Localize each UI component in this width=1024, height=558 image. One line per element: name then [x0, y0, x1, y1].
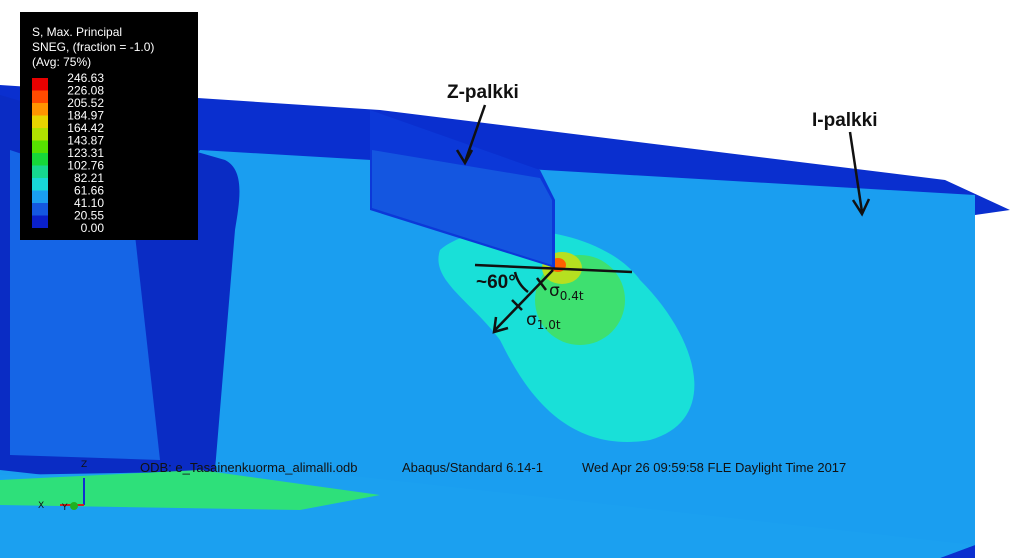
base-stress [0, 470, 380, 510]
legend-swatch [32, 78, 48, 91]
legend-swatch [32, 178, 48, 191]
legend-swatch [32, 153, 48, 166]
legend-value: 61.66 [74, 184, 104, 198]
legend-box [20, 12, 198, 240]
legend-value: 246.63 [67, 71, 104, 85]
stress-label: σ0.4t [549, 281, 584, 303]
solver: Abaqus/Standard 6.14-1 [402, 460, 543, 475]
legend-value: 143.87 [67, 134, 104, 148]
legend-swatch [32, 190, 48, 203]
legend-swatch [32, 128, 48, 141]
legend-value: 20.55 [74, 209, 104, 223]
legend-swatch [32, 140, 48, 153]
triad-label: Z [81, 460, 87, 470]
legend-value: 82.21 [74, 171, 104, 185]
legend-title: SNEG, (fraction = -1.0) [32, 40, 154, 54]
legend-value: 102.76 [67, 159, 104, 173]
angle-label: ~60° [476, 272, 516, 293]
triad-axis [70, 502, 78, 510]
legend-swatch [32, 203, 48, 216]
legend-value: 123.31 [67, 146, 104, 160]
z-beam-label: Z-palkki [447, 82, 519, 103]
legend-value: 41.10 [74, 196, 104, 210]
triad-label: Y [61, 503, 68, 513]
web-plate [0, 150, 975, 558]
legend-swatch [32, 103, 48, 116]
timestamp: Wed Apr 26 09:59:58 FLE Daylight Time 20… [582, 460, 846, 475]
legend-value: 164.42 [67, 121, 104, 135]
triad-label: X [38, 501, 44, 511]
legend-swatch [32, 115, 48, 128]
legend-value: 184.97 [67, 109, 104, 123]
legend-title: (Avg: 75%) [32, 55, 91, 69]
legend-swatch [32, 215, 48, 228]
legend-value: 0.00 [81, 221, 105, 235]
legend-swatch [32, 165, 48, 178]
odb-name: ODB: e_Tasainenkuorma_alimalli.odb [140, 460, 358, 475]
legend-value: 205.52 [67, 96, 104, 110]
z-beam-face [372, 150, 552, 265]
i-beam-label: I-palkki [812, 110, 877, 131]
legend-swatch [32, 90, 48, 103]
arrows [455, 104, 871, 334]
stress-label: σ1.0t [526, 310, 561, 332]
legend-value: 226.08 [67, 84, 104, 98]
legend-title: S, Max. Principal [32, 25, 122, 39]
